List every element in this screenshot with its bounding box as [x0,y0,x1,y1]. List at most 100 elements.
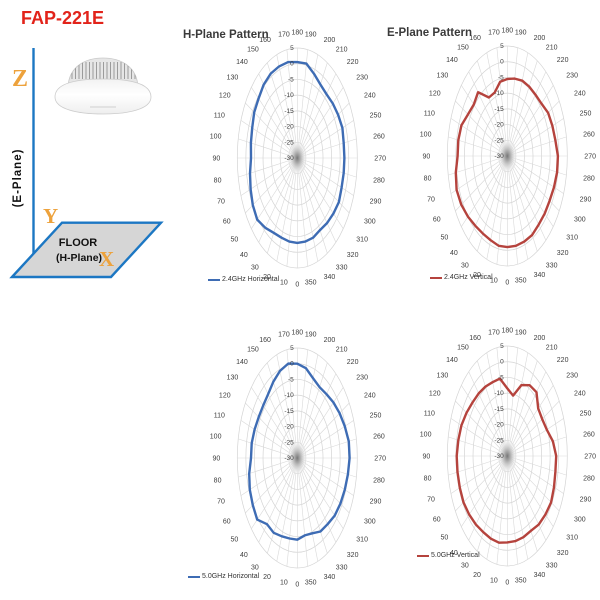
angle-tick-label: 140 [446,57,458,64]
radial-tick-label: -10 [494,90,504,97]
radial-tick-label: -30 [494,453,504,460]
angle-tick-label: 240 [574,91,586,98]
angle-tick-label: 20 [473,572,481,579]
radial-tick-label: -5 [288,76,294,83]
polar-grid-spoke [297,157,328,254]
polar-plot-2-4ghz-vertical: 0102030405060708090100110120130140150160… [420,28,596,287]
angle-tick-label: 290 [580,197,592,204]
angle-tick-label: 60 [223,519,231,526]
polar-grid-spoke [477,155,508,252]
polar-grid-spoke [507,155,560,212]
angle-tick-label: 190 [515,29,527,36]
angle-tick-label: 220 [347,359,359,366]
polar-grid-spoke [267,157,298,254]
polar-grid-spoke [450,118,508,157]
angle-tick-label: 80 [424,475,432,482]
angle-tick-label: 270 [374,456,386,463]
angle-tick-label: 10 [280,580,288,587]
radial-tick-label: -5 [498,374,504,381]
center-shading [287,141,308,175]
angle-tick-label: 90 [423,154,431,161]
angle-tick-label: 0 [295,282,299,289]
angle-tick-label: 310 [356,236,368,243]
polar-grid-spoke [507,455,538,552]
polar-grid-spoke [238,157,298,178]
angle-tick-label: 140 [236,359,248,366]
angle-tick-label: 170 [278,331,290,338]
polar-grid-spoke [507,71,547,157]
polar-grid-spoke [297,157,344,229]
angle-tick-label: 0 [505,580,509,587]
legend-label: 2.4GHz Horizontal [222,276,280,283]
pattern-curve [454,77,560,249]
polar-grid-spoke [507,100,560,157]
chart-2-4ghz-horizontal: 0 10 20 30 40 50 60 70 80 90 100 110 120 130 140 150 160… [180,10,405,300]
polar-grid-spoke [507,347,519,457]
angle-tick-label: 0 [505,280,509,287]
radial-tick-label: -20 [284,124,294,131]
polar-grid-spoke [297,157,350,214]
e-plane-pattern-title: E-Plane Pattern [387,27,472,39]
polar-grid-spoke [258,73,298,159]
angle-tick-label: 140 [236,59,248,66]
polar-grid-spoke [297,387,344,459]
angle-tick-label: 280 [583,475,595,482]
angle-tick-label: 180 [501,28,513,35]
angle-tick-label: 130 [227,375,239,382]
angle-tick-label: 310 [566,234,578,241]
angle-tick-label: 100 [210,134,222,141]
angle-tick-label: 60 [433,517,441,524]
polar-grid-spoke [507,385,554,457]
polar-grid-spoke [286,49,298,159]
polar-grid-spoke [240,120,298,159]
angle-tick-label: 20 [473,272,481,279]
polar-grid-spoke [297,49,309,159]
radial-tick-label: -20 [494,422,504,429]
polar-grid-spoke [468,371,508,457]
chart-5-0ghz-horizontal: 0 10 20 30 40 50 60 70 80 90 100 110 120 130 140 150 160… [180,310,405,600]
polar-grid-spoke [297,457,319,562]
angle-tick-label: 230 [566,373,578,380]
angle-tick-label: 200 [534,335,546,342]
angle-tick-label: 190 [305,31,317,38]
angle-tick-label: 170 [488,29,500,36]
angle-tick-label: 240 [364,93,376,100]
polar-grid-spoke [448,155,508,176]
polar-plot-5-0ghz-vertical: 0102030405060708090100110120130140150160… [420,328,596,587]
angle-tick-label: 70 [427,497,435,504]
angle-tick-label: 10 [490,578,498,585]
polar-grid-spoke [507,155,554,227]
radial-tick-label: -10 [284,392,294,399]
angle-tick-label: 230 [356,375,368,382]
radial-tick-label: -15 [284,408,294,415]
angle-tick-label: 0 [295,582,299,589]
angle-tick-label: 300 [574,217,586,224]
angle-tick-label: 340 [324,274,336,281]
z-axis-label: Z [12,66,29,92]
angle-tick-label: 70 [427,197,435,204]
chart-legend: 5.0GHz Vertical [417,552,480,559]
axis-diagram [9,48,164,279]
polar-grid-spoke [297,54,319,159]
legend-line-swatch [430,276,442,279]
legend-line-swatch [188,575,200,578]
angle-tick-label: 250 [370,112,382,119]
angle-tick-label: 50 [231,236,239,243]
angle-tick-label: 260 [583,132,595,139]
polar-grid-spoke [258,373,298,459]
polar-grid-spoke [297,62,328,159]
angle-tick-label: 330 [546,263,558,270]
angle-tick-label: 50 [441,534,449,541]
floor-label: FLOOR [58,237,98,249]
polar-grid-spoke [297,457,328,554]
pattern-curve [455,377,558,544]
polar-grid-spoke [507,47,519,157]
angle-tick-label: 180 [291,30,303,37]
polar-grid-spoke [240,420,298,459]
angle-tick-label: 200 [324,337,336,344]
chart-2-4ghz-vertical: 0 10 20 30 40 50 60 70 80 90 100 110 120 130 140 150 160… [390,8,600,298]
angle-tick-label: 140 [446,357,458,364]
angle-tick-label: 260 [373,134,385,141]
radial-tick-label: -15 [494,406,504,413]
angle-tick-label: 250 [370,412,382,419]
